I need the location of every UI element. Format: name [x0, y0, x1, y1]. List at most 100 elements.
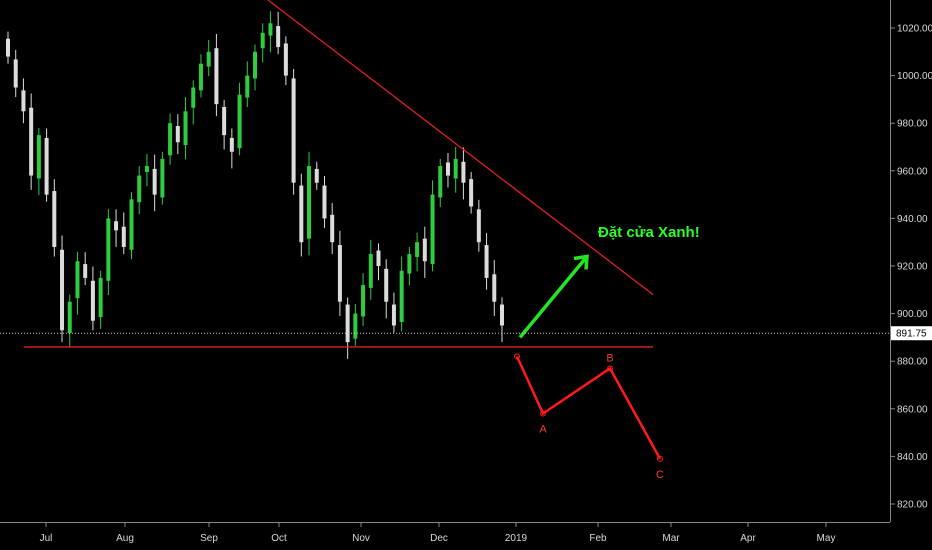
candle	[484, 233, 489, 290]
candle	[307, 151, 312, 256]
arrow-line	[518, 255, 589, 339]
candle	[415, 232, 420, 272]
candle	[198, 54, 203, 98]
y-tick-label: 960.00	[897, 166, 928, 177]
candle	[253, 44, 257, 91]
x-tick-label: Sep	[200, 533, 218, 544]
candle	[114, 209, 119, 247]
candle	[183, 97, 188, 160]
candle	[222, 99, 227, 150]
candle	[291, 68, 296, 195]
candle	[90, 266, 95, 331]
candle	[353, 304, 358, 346]
candle	[422, 226, 427, 278]
candle	[21, 78, 26, 124]
candle	[345, 297, 350, 359]
candle	[461, 147, 466, 200]
candle	[67, 294, 72, 348]
candle	[214, 33, 219, 117]
candle	[152, 154, 157, 212]
candle	[368, 239, 373, 300]
projection-point	[657, 455, 663, 462]
chart-annotation: Đặt cửa Xanh!	[598, 224, 700, 241]
projection-point	[540, 410, 546, 417]
candle	[391, 292, 396, 333]
y-tick-label: 880.00	[897, 357, 928, 368]
y-tick-label: 900.00	[897, 309, 928, 320]
trendlines-layer	[24, 0, 654, 348]
candle	[430, 180, 435, 272]
x-axis: Jul Aug Sep Oct Nov Dec 2019 Feb Mar Apr May	[40, 522, 836, 544]
candle	[453, 147, 458, 193]
candle	[83, 252, 88, 286]
candle	[376, 243, 381, 281]
candle	[44, 128, 49, 202]
candle	[229, 128, 234, 169]
candle	[399, 256, 404, 332]
candle	[129, 192, 134, 260]
candle	[492, 260, 497, 316]
y-tick-label: 920.00	[897, 262, 928, 273]
y-tick-label: 820.00	[897, 500, 928, 511]
candle	[13, 49, 18, 98]
projection-point	[514, 353, 520, 360]
candle	[445, 152, 450, 188]
candle	[137, 166, 142, 215]
x-tick-label: Aug	[116, 533, 134, 544]
candle	[469, 171, 474, 214]
wave-label-c: C	[656, 469, 664, 481]
candle	[121, 212, 126, 255]
x-tick-label: 2019	[505, 533, 528, 544]
resistance-trendline[interactable]	[267, 0, 654, 296]
x-tick-label: May	[817, 533, 836, 544]
candle	[160, 151, 165, 205]
y-tick-label: 1020.00	[897, 24, 932, 35]
arrow-head	[573, 254, 589, 270]
candle	[106, 208, 111, 296]
candle	[361, 273, 366, 326]
candle	[237, 82, 242, 156]
projection-point	[607, 365, 613, 372]
candle	[330, 202, 335, 255]
candle	[260, 23, 265, 63]
candle	[191, 80, 196, 125]
candle	[322, 176, 327, 228]
candle	[6, 31, 10, 64]
projection-layer: A B C	[514, 254, 664, 481]
x-tick-label: Apr	[740, 533, 756, 544]
last-price-badge: 891.75	[891, 326, 932, 341]
candle	[144, 154, 149, 187]
candle	[36, 127, 41, 196]
candle	[407, 246, 412, 286]
candle	[245, 61, 250, 108]
candle	[60, 235, 65, 343]
candle	[98, 270, 103, 330]
last-price-label: 891.75	[896, 329, 927, 340]
wave-label-b: B	[606, 352, 613, 364]
candle	[75, 251, 80, 315]
candle	[500, 297, 504, 343]
candle	[206, 39, 211, 77]
wave-label-a: A	[539, 424, 547, 436]
candle	[52, 179, 57, 257]
y-tick-label: 860.00	[897, 404, 928, 415]
y-tick-label: 1000.00	[897, 71, 932, 82]
candle	[283, 36, 288, 86]
y-axis: 820.00 840.00 860.00 880.00 900.00 920.00 940.…	[890, 24, 932, 511]
y-tick-label: 840.00	[897, 452, 928, 463]
plot-area	[0, 0, 890, 522]
candle	[276, 11, 281, 55]
projection-path	[515, 355, 662, 460]
candle	[337, 230, 342, 316]
x-tick-label: Nov	[352, 533, 370, 544]
candle	[314, 161, 319, 190]
y-tick-label: 940.00	[897, 214, 928, 225]
candle	[268, 11, 273, 53]
candle	[175, 114, 180, 155]
candle	[438, 158, 443, 207]
candle	[384, 259, 389, 319]
x-tick-label: Jul	[40, 533, 53, 544]
x-tick-label: Oct	[271, 533, 287, 544]
candle	[476, 199, 481, 252]
